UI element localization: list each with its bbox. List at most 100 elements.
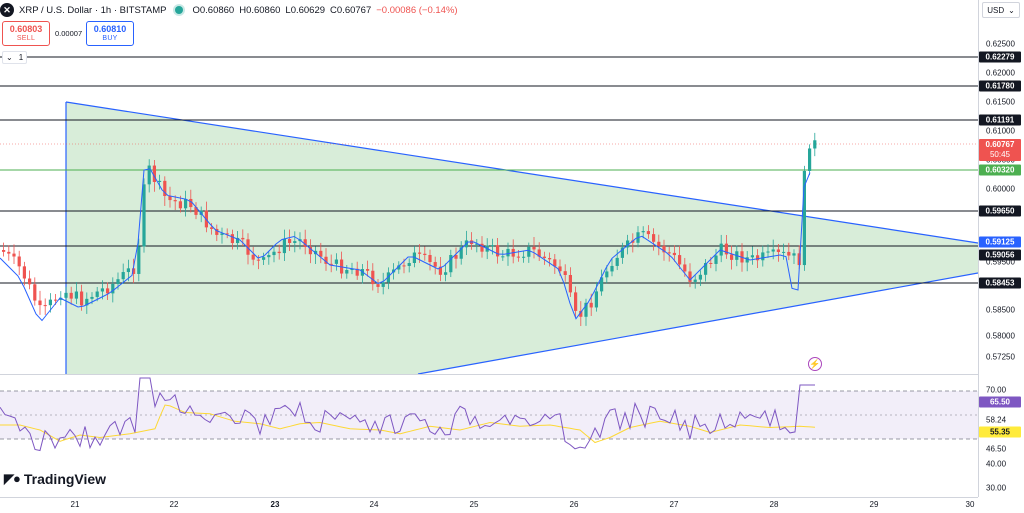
candle-body: [282, 238, 286, 254]
level-tag[interactable]: 0.59056: [979, 249, 1021, 261]
candle-body: [501, 256, 505, 258]
time-tick: 27: [669, 500, 679, 509]
candle-body: [350, 268, 354, 271]
candle-body: [256, 259, 260, 261]
price-tick: 0.62000: [986, 68, 1015, 78]
candle-body: [802, 170, 806, 266]
candle-body: [506, 248, 510, 257]
buy-button[interactable]: 0.60810 BUY: [86, 21, 134, 46]
candle-body: [210, 227, 214, 229]
candle-body: [662, 245, 666, 253]
level-tag[interactable]: 0.61780: [979, 80, 1021, 92]
chart-header: ✕ XRP / U.S. Dollar · 1h · BITSTAMP O0.6…: [0, 0, 458, 20]
candle-body: [730, 254, 734, 260]
candle-body: [574, 292, 578, 311]
candle-body: [449, 255, 453, 273]
candle-body: [288, 238, 292, 243]
candle-body: [106, 288, 110, 294]
level-tag[interactable]: 0.60320: [979, 164, 1021, 176]
candle-body: [220, 233, 224, 235]
candle-body: [22, 266, 26, 279]
candle-body: [683, 264, 687, 272]
rsi-tick: 40.00: [986, 459, 1007, 469]
xrp-logo-icon: ✕: [0, 3, 14, 17]
candle-body: [80, 291, 84, 306]
candle-body: [761, 252, 765, 261]
open-value: O0.60860: [192, 4, 235, 16]
sell-price: 0.60803: [9, 23, 43, 34]
candle-body: [126, 268, 130, 273]
candle-body: [584, 302, 588, 317]
time-tick: 30: [965, 500, 975, 509]
candle-body: [776, 249, 780, 253]
chevron-down-icon: ⌄: [6, 53, 13, 62]
rsi-ma-tag[interactable]: 55.35: [979, 426, 1021, 438]
candle-body: [704, 262, 708, 275]
sell-button[interactable]: 0.60803 SELL: [2, 21, 50, 46]
level-tag[interactable]: 0.58453: [979, 277, 1021, 289]
candle-body: [756, 255, 760, 261]
candle-body: [537, 249, 541, 257]
candle-body: [178, 201, 182, 209]
ma-value-tag[interactable]: 0.59125: [979, 236, 1021, 248]
candle-body: [750, 255, 754, 258]
bar-countdown: 50:45: [989, 150, 1011, 159]
currency-selector[interactable]: USD ⌄: [982, 2, 1020, 18]
candle-body: [371, 270, 375, 285]
level-tag[interactable]: 0.61191: [979, 114, 1021, 126]
indicators-toggle-button[interactable]: ⌄ 1: [2, 51, 28, 64]
chart-area[interactable]: [0, 0, 978, 497]
candle-body: [28, 278, 32, 285]
candle-body: [641, 231, 645, 233]
rsi-tick: 70.00: [986, 385, 1007, 395]
buy-label: BUY: [102, 34, 118, 42]
candle-body: [329, 263, 333, 265]
candle-body: [74, 291, 78, 299]
candle-body: [241, 237, 245, 240]
candle-body: [215, 228, 219, 235]
candle-body: [782, 251, 786, 253]
brand-name: TradingView: [23, 471, 107, 487]
candle-body: [657, 241, 661, 246]
time-tick: 22: [169, 500, 179, 509]
candle-body: [251, 254, 255, 260]
candle-body: [303, 239, 307, 248]
pane-separator[interactable]: [0, 374, 978, 375]
low-value: L0.60629: [285, 4, 326, 16]
current-price: 0.60767: [985, 140, 1015, 149]
candle-body: [724, 243, 728, 255]
candle-body: [808, 148, 812, 171]
moving-average-line: [0, 168, 811, 322]
candle-body: [438, 266, 442, 275]
candle-body: [688, 271, 692, 282]
time-axis[interactable]: [0, 497, 978, 513]
level-tag[interactable]: 0.62279: [979, 51, 1021, 63]
candle-body: [475, 243, 479, 245]
candle-body: [626, 240, 630, 248]
price-tick: 0.62500: [986, 39, 1015, 49]
candle-body: [459, 247, 463, 259]
candle-body: [792, 253, 796, 256]
triangle-lower-trendline: [417, 272, 978, 375]
candle-body: [38, 300, 42, 306]
change-value: −0.00086 (−0.14%): [376, 4, 458, 16]
candle-body: [43, 305, 47, 307]
triangle-upper-trendline: [65, 101, 978, 244]
candle-body: [558, 266, 562, 272]
candle-body: [579, 310, 583, 317]
candle-body: [454, 255, 458, 259]
tradingview-logo[interactable]: ◤● TradingView: [4, 471, 106, 487]
rsi-value-tag[interactable]: 65.50: [979, 396, 1021, 408]
level-tag[interactable]: 0.59650: [979, 205, 1021, 217]
lightning-icon[interactable]: ⚡: [808, 357, 822, 371]
triangle-pattern-fill: [66, 102, 978, 374]
price-chart[interactable]: [0, 0, 978, 497]
candle-body: [527, 246, 531, 257]
current-price-tag[interactable]: 0.60767 50:45: [979, 139, 1021, 161]
buy-price: 0.60810: [93, 23, 127, 34]
candle-body: [293, 241, 297, 243]
candle-body: [366, 269, 370, 271]
symbol-title[interactable]: XRP / U.S. Dollar · 1h · BITSTAMP: [19, 4, 167, 16]
time-tick: 25: [469, 500, 479, 509]
candle-body: [620, 247, 624, 258]
